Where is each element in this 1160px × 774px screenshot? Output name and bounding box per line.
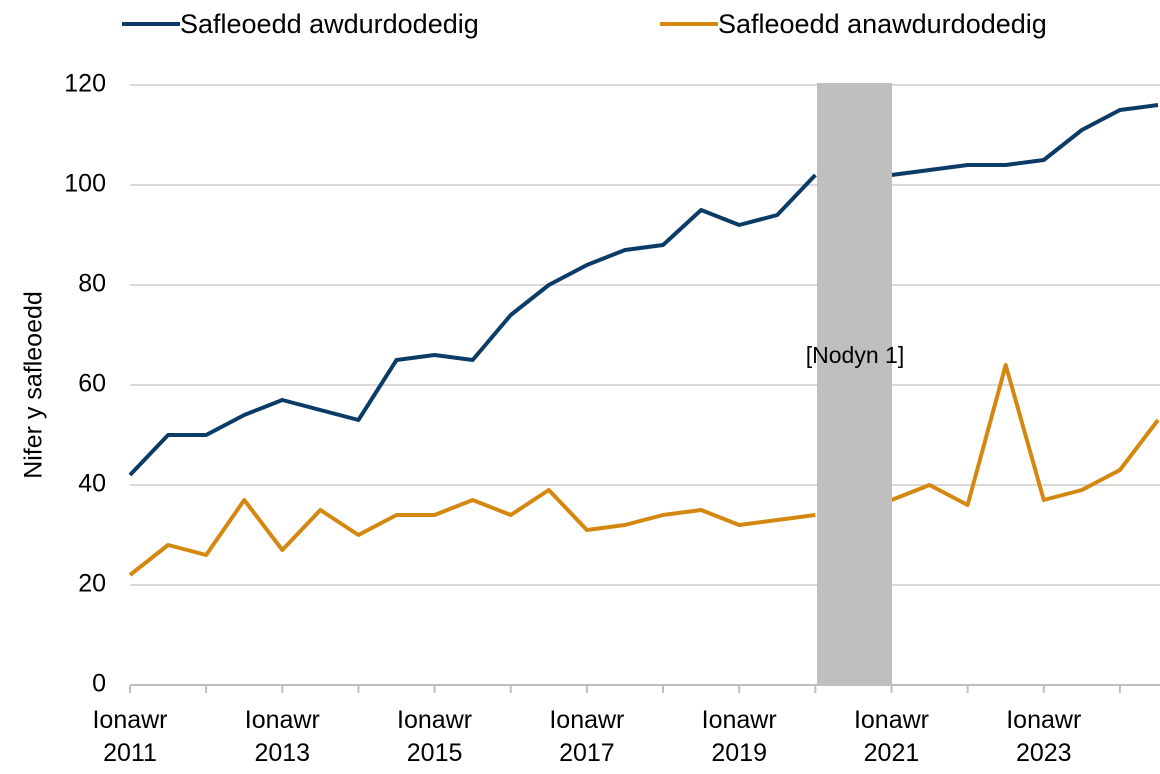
x-tick-label: Ionawr 2013 bbox=[244, 706, 320, 767]
x-tick-label: Ionawr 2011 bbox=[92, 706, 168, 767]
x-tick-label: Ionawr 2015 bbox=[397, 706, 473, 767]
y-tick-label: 40 bbox=[78, 470, 106, 498]
y-tick-label: 80 bbox=[78, 270, 106, 298]
annotation: [Nodyn 1] bbox=[806, 342, 904, 368]
x-tick-label: Ionawr 2021 bbox=[853, 706, 929, 767]
y-tick-label: 100 bbox=[64, 170, 106, 198]
x-tick-label: Ionawr 2019 bbox=[701, 706, 777, 767]
x-tick-label: Ionawr 2023 bbox=[1006, 706, 1082, 767]
legend-label: Safleoedd anawdurdodedig bbox=[718, 9, 1047, 39]
y-tick-label: 120 bbox=[64, 70, 106, 98]
y-tick-label: 0 bbox=[92, 670, 106, 698]
y-tick-label: 60 bbox=[78, 370, 106, 398]
y-axis-label: Nifer y safleoedd bbox=[20, 291, 48, 479]
series-line bbox=[128, 103, 1159, 477]
x-tick-label: Ionawr 2017 bbox=[549, 706, 625, 767]
series-line bbox=[128, 363, 1160, 577]
y-tick-label: 20 bbox=[78, 570, 106, 598]
legend-label: Safleoedd awdurdodedig bbox=[180, 9, 479, 39]
shaded-period bbox=[817, 83, 892, 685]
